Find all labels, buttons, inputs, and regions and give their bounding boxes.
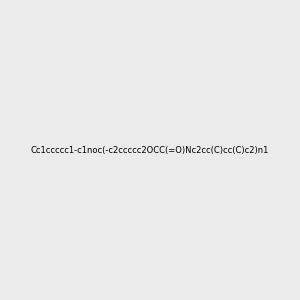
Text: Cc1ccccc1-c1noc(-c2ccccc2OCC(=O)Nc2cc(C)cc(C)c2)n1: Cc1ccccc1-c1noc(-c2ccccc2OCC(=O)Nc2cc(C)… <box>31 146 269 154</box>
